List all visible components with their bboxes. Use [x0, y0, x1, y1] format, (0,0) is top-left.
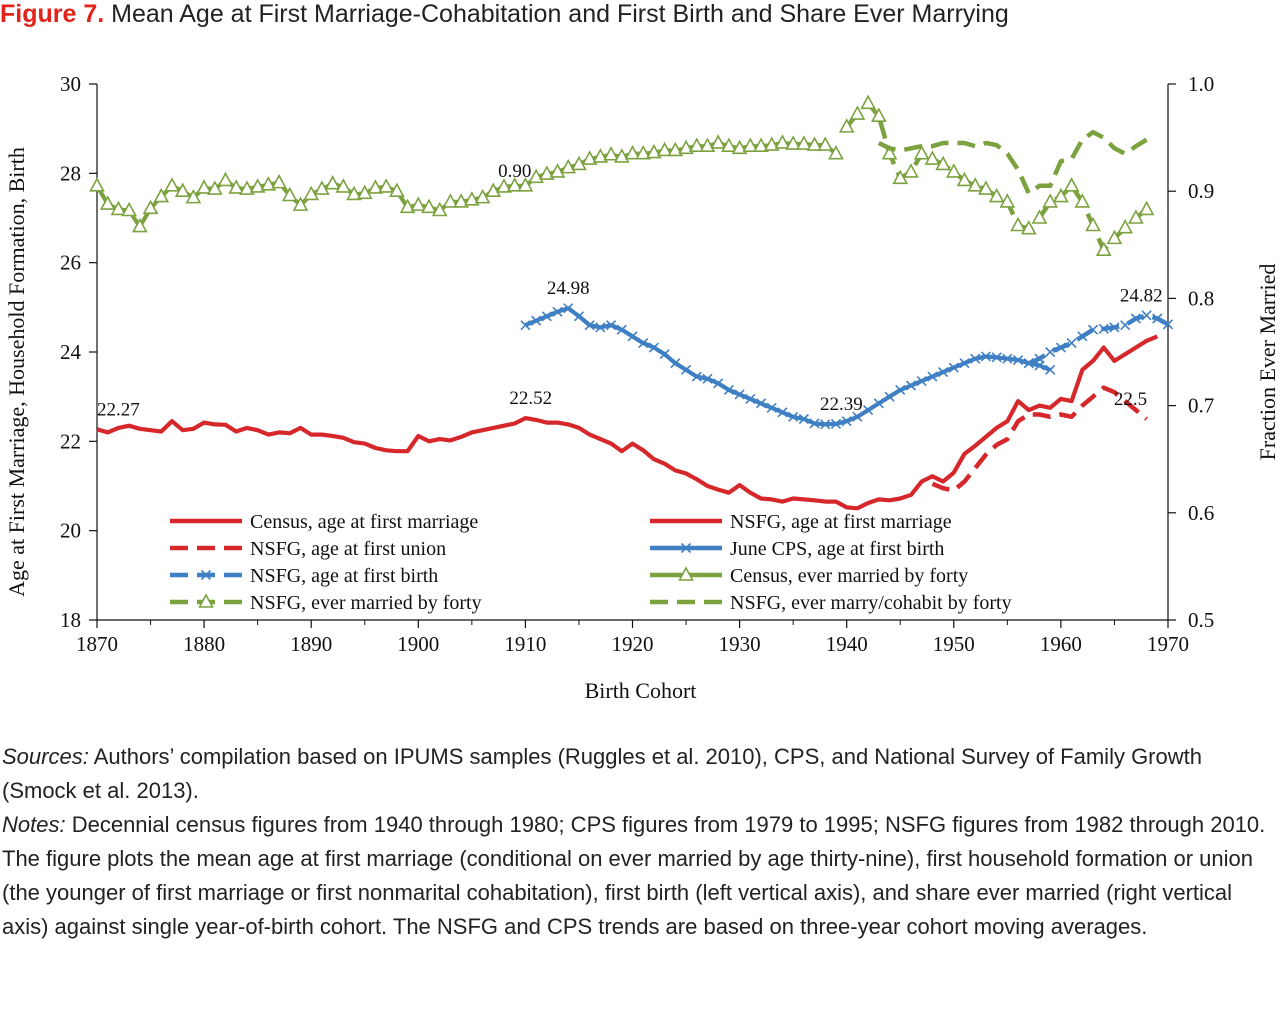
y-right-tick-label: 0.6: [1188, 501, 1214, 525]
x-tick-label: 1970: [1147, 632, 1189, 656]
x-tick-label: 1890: [290, 632, 332, 656]
legend: Census, age at first marriage NSFG, age a…: [170, 511, 1012, 614]
y-left-tick-label: 22: [60, 429, 81, 453]
data-label: 22.39: [820, 394, 863, 415]
y-right-tick-label: 0.5: [1188, 608, 1214, 632]
triangle-marker: [904, 165, 917, 177]
line-chart: 1870 1880 1890 1900 1910 1920 1930 1940 1950 1960…: [0, 34, 1280, 734]
legend-item: NSFG, age at first union: [170, 538, 446, 560]
series-line: [97, 143, 836, 227]
triangle-marker: [165, 179, 178, 191]
y-left-tick-label: 18: [60, 608, 81, 632]
x-tick-label: 1960: [1040, 632, 1082, 656]
notes-note: Notes: Decennial census figures from 194…: [2, 808, 1278, 944]
legend-item: NSFG, ever marry/cohabit by forty: [650, 592, 1012, 614]
figure-title-text: Mean Age at First Marriage-Cohabitation …: [111, 0, 1009, 28]
series-line: [97, 336, 1157, 508]
data-label: 22.27: [97, 399, 140, 420]
notes-text: Decennial census figures from 1940 throu…: [2, 812, 1265, 939]
y-right-tick-label: 0.9: [1188, 179, 1214, 203]
legend-label: NSFG, age at first union: [250, 538, 446, 560]
series-line: [847, 103, 1147, 250]
figure-title: Figure 7. Mean Age at First Marriage-Coh…: [0, 0, 1280, 32]
series-0: [97, 336, 1157, 508]
legend-label: Census, age at first marriage: [250, 511, 478, 533]
y-right-tick-label: 0.8: [1188, 286, 1214, 310]
legend-label: NSFG, age at first marriage: [730, 511, 952, 533]
x-tick-label: 1930: [719, 632, 761, 656]
legend-item: NSFG, age at first birth: [170, 565, 438, 587]
y-left-tick-label: 30: [60, 72, 81, 96]
legend-label: NSFG, ever married by forty: [250, 592, 482, 614]
y-left-tick-label: 26: [60, 251, 81, 275]
series-3: [521, 304, 1055, 429]
figure-label: Figure 7.: [0, 0, 104, 28]
sources-label: Sources:: [2, 744, 89, 769]
legend-item: June CPS, age at first birth: [650, 538, 944, 560]
legend-label: June CPS, age at first birth: [730, 538, 944, 560]
series-line: [525, 308, 1050, 424]
data-label: 0.90: [498, 161, 531, 182]
sources-text: Authors’ compilation based on IPUMS samp…: [2, 744, 1202, 803]
y-right-axis-title: Fraction Ever Married: [1255, 264, 1280, 461]
x-tick-label: 1920: [612, 632, 654, 656]
triangle-marker: [326, 177, 339, 189]
y-left-tick-label: 20: [60, 519, 81, 543]
triangle-marker: [712, 136, 725, 148]
series-5: [91, 136, 843, 232]
y-right-tick-label: 1.0: [1188, 72, 1214, 96]
triangle-marker: [91, 179, 104, 191]
figure-notes: Sources: Authors’ compilation based on I…: [2, 740, 1278, 944]
legend-label: NSFG, age at first birth: [250, 565, 438, 587]
legend-item: NSFG, age at first marriage: [650, 511, 952, 533]
y-left-tick-label: 24: [60, 340, 82, 364]
x-tick-label: 1900: [397, 632, 439, 656]
y-right-tick-label: 0.7: [1188, 394, 1214, 418]
x-marker: [1121, 321, 1130, 330]
legend-label: NSFG, ever marry/cohabit by forty: [730, 592, 1012, 614]
triangle-marker: [219, 173, 232, 185]
series-layer: [91, 96, 1173, 508]
series-6: [840, 96, 1153, 255]
legend-item: NSFG, ever married by forty: [170, 592, 482, 614]
x-tick-label: 1870: [76, 632, 118, 656]
axes: 1870 1880 1890 1900 1910 1920 1930 1940 1950 1960…: [4, 72, 1280, 703]
triangle-marker: [1140, 202, 1153, 214]
data-label: 22.52: [509, 388, 552, 409]
data-label: 24.98: [547, 278, 590, 299]
x-tick-label: 1940: [826, 632, 868, 656]
legend-item: Census, ever married by forty: [650, 565, 968, 587]
data-label: 22.5: [1114, 389, 1147, 410]
x-tick-label: 1950: [933, 632, 975, 656]
triangle-marker: [1065, 179, 1078, 191]
sources-note: Sources: Authors’ compilation based on I…: [2, 740, 1278, 808]
legend-item: Census, age at first marriage: [170, 511, 478, 533]
legend-label: Census, ever married by forty: [730, 565, 968, 587]
y-left-tick-label: 28: [60, 161, 81, 185]
data-label: 24.82: [1120, 285, 1163, 306]
y-left-axis-title: Age at First Marriage, Household Formati…: [4, 147, 29, 597]
triangle-marker: [862, 96, 875, 108]
notes-label: Notes:: [2, 812, 66, 837]
x-tick-label: 1880: [183, 632, 225, 656]
x-axis-title: Birth Cohort: [585, 678, 697, 703]
x-tick-label: 1910: [504, 632, 546, 656]
